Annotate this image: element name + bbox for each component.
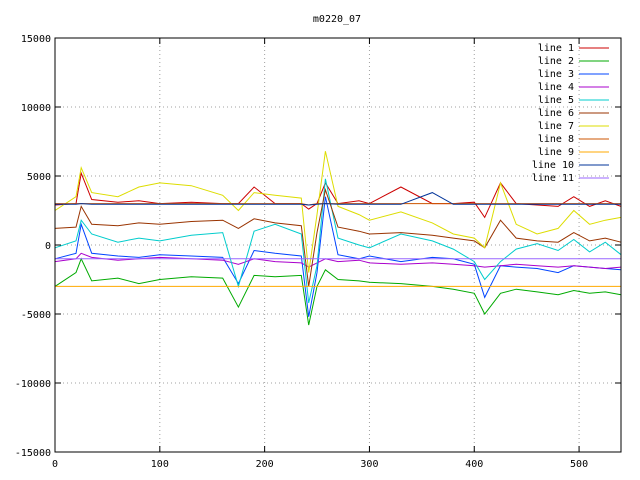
x-tick-label: 200 bbox=[256, 459, 274, 470]
series-line-2 bbox=[54, 257, 622, 326]
series-line-7 bbox=[54, 151, 622, 273]
series-lines bbox=[54, 151, 622, 326]
x-tick-label: 0 bbox=[52, 459, 58, 470]
legend-label: line 10 bbox=[532, 160, 574, 171]
legend-label: line 2 bbox=[538, 56, 574, 67]
grid bbox=[55, 38, 621, 452]
y-tick-label: -10000 bbox=[15, 379, 51, 390]
legend-label: line 7 bbox=[538, 121, 574, 132]
y-tick-label: -5000 bbox=[21, 310, 51, 321]
y-tick-label: -15000 bbox=[15, 448, 51, 459]
y-tick-label: 15000 bbox=[21, 34, 51, 45]
x-tick-label: 300 bbox=[360, 459, 378, 470]
legend-label: line 1 bbox=[538, 43, 574, 54]
series-line-4 bbox=[54, 252, 622, 270]
legend-label: line 4 bbox=[538, 82, 574, 93]
y-tick-label: 5000 bbox=[27, 172, 51, 183]
x-tick-label: 400 bbox=[465, 459, 483, 470]
y-tick-label: 0 bbox=[45, 241, 51, 252]
x-tick-label: 100 bbox=[151, 459, 169, 470]
legend-label: line 8 bbox=[538, 134, 574, 145]
axis-ticks: 0 100 200 300 400 500 -15000 -10000 -5000 0 5000 10… bbox=[15, 34, 621, 470]
chart-title: m0220_07 bbox=[313, 14, 361, 25]
y-tick-label: 10000 bbox=[21, 103, 51, 114]
legend-label: line 3 bbox=[538, 69, 574, 80]
series-line-3 bbox=[54, 196, 622, 317]
legend-label: line 5 bbox=[538, 95, 574, 106]
series-line-10 bbox=[55, 192, 621, 206]
x-tick-label: 500 bbox=[570, 459, 588, 470]
legend-label: line 9 bbox=[538, 147, 574, 158]
legend-label: line 11 bbox=[532, 173, 574, 184]
legend-label: line 6 bbox=[538, 108, 574, 119]
series-line-6 bbox=[54, 187, 622, 287]
legend: line 1 line 2 line 3 line 4 line 5 line 6 line… bbox=[532, 43, 609, 184]
